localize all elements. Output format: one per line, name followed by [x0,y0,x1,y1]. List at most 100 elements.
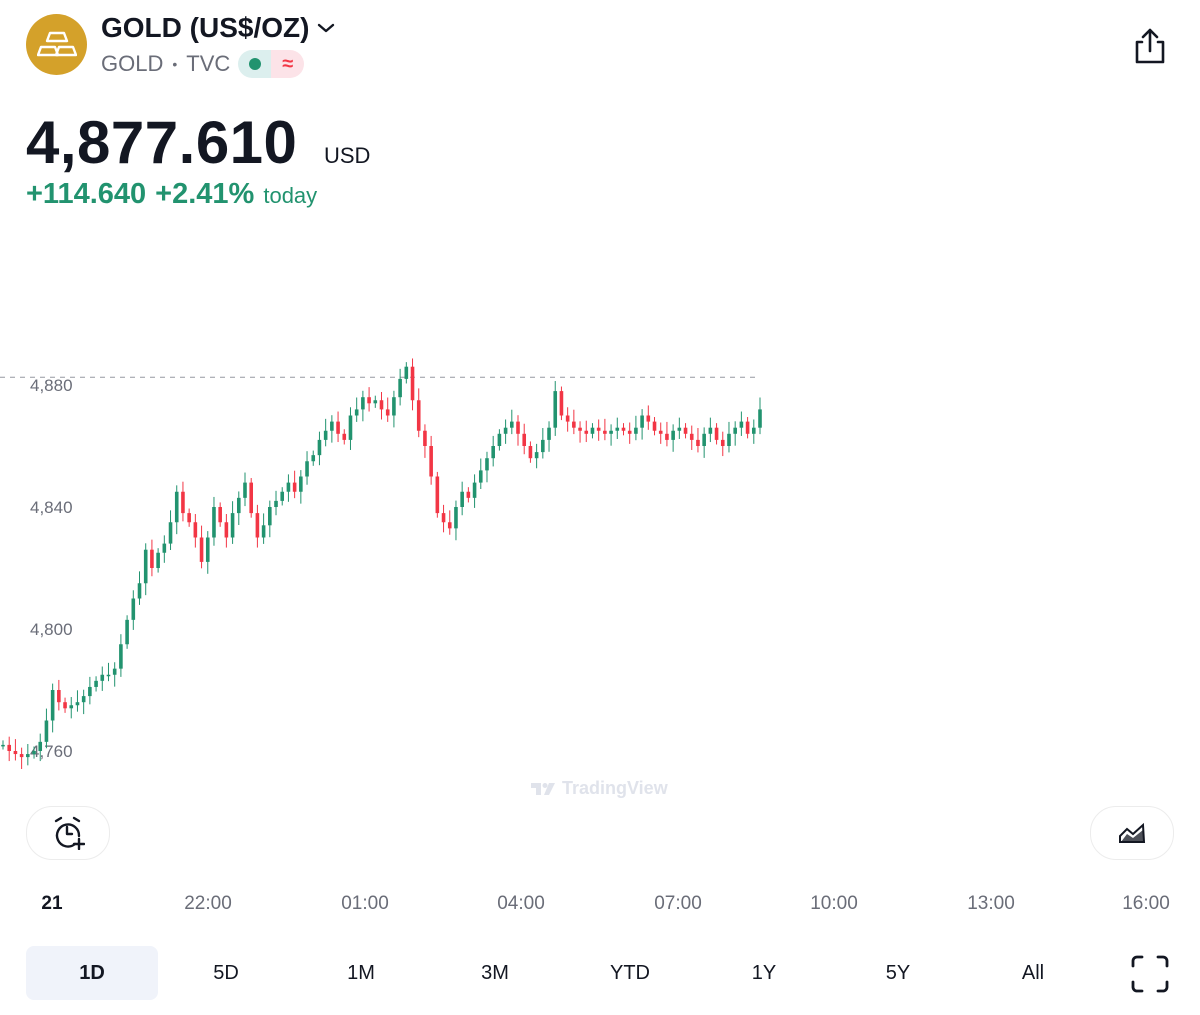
candle-body [609,430,613,434]
candle-body [44,720,49,742]
candle-body [181,491,185,514]
candle-body [13,751,18,755]
status-dot-icon [248,58,261,70]
time-tick-label: 16:00 [1122,893,1170,914]
candle-body [652,421,657,431]
candle-body [466,491,471,498]
range-1m-button[interactable]: 1M [347,961,375,984]
candle-body [596,427,601,431]
last-price: 4,877.610 [26,109,298,176]
candle-body [435,476,440,514]
candle-body [696,439,700,446]
candle-body [299,476,303,492]
tradingview-logo-icon [531,782,555,795]
candle-body [26,754,30,758]
candle-body [714,427,719,440]
range-ytd-button[interactable]: YTD [610,961,650,984]
candle-body [280,491,285,501]
range-selector: 1D 5D 1M 3M YTD 1Y 5Y All [26,946,1136,1000]
candle-body [646,415,651,422]
candle-body [385,409,390,416]
candle-body [373,400,378,404]
candle-body [708,427,713,434]
range-5d-button[interactable]: 5D [213,961,239,984]
candle-body [472,482,477,498]
candle-body [416,400,421,431]
candle-body [392,397,396,416]
candle-body [578,427,582,431]
candle-body [534,452,539,459]
candle-body [565,415,570,422]
exchange-label: TVC [186,51,231,76]
candle-body [88,686,92,697]
candle-body [323,430,328,440]
gold-logo [26,14,87,75]
tradingview-watermark: TradingView [530,778,668,799]
separator-dot: • [172,56,178,72]
candle-body [745,421,750,434]
candle-body [348,415,353,440]
share-button[interactable] [1128,24,1172,68]
candle-body [516,421,520,434]
share-icon [1135,28,1165,64]
chart-type-button[interactable] [1090,806,1174,860]
candle-body [330,421,334,431]
symbol-title-button[interactable]: GOLD (US$/OZ) [101,12,335,44]
y-tick-label: 4,760 [30,742,73,761]
candle-body [398,378,402,398]
candlestick-chart[interactable]: 4,760 4,800 4,840 4,880 [0,340,1200,780]
candle-body [212,507,216,538]
y-tick-label: 4,840 [30,498,73,517]
candle-body [640,415,644,428]
change-period-label: today [263,183,318,208]
candle-body [634,427,638,434]
time-tick-label: 13:00 [967,893,1015,914]
candle-body [199,537,204,562]
range-1y-button[interactable]: 1Y [751,961,777,984]
candle-body [336,421,340,434]
area-chart-icon [1119,822,1146,843]
candle-body [94,680,98,687]
candle-body [75,702,80,706]
candle-body [572,421,576,428]
candle-body [261,525,266,538]
candle-body [187,513,191,523]
candle-body [361,397,365,410]
range-5y-button[interactable]: 5Y [885,961,911,984]
candle-body [63,702,67,709]
gold-bars-icon [36,31,77,56]
candle-body [236,497,241,514]
candle-body [38,741,43,751]
candle-body [522,433,527,446]
candle-body [528,446,533,459]
candle-body [689,433,694,440]
candle-body [702,433,706,446]
candle-body [590,427,595,434]
chevron-down-icon [318,23,335,33]
candle-body [423,430,427,446]
candle-body [106,674,111,677]
fullscreen-button[interactable] [1128,952,1172,996]
price-change-row: +114.640 +2.41% today [26,178,326,211]
candle-body [162,543,167,553]
candle-body [125,619,129,645]
range-1d-button[interactable]: 1D [26,946,158,1000]
candle-body [57,690,61,703]
fullscreen-icon [1131,955,1169,993]
candle-body [751,427,756,434]
candle-body [727,433,731,446]
add-alert-button[interactable] [26,806,110,860]
candle-body [193,522,198,538]
candle-body [268,507,272,526]
market-status-pill[interactable]: ≈ [238,50,305,78]
candle-body [627,430,632,434]
candle-body [143,549,148,584]
symbol-subtitle: GOLD • TVC ≈ [101,49,305,79]
candle-body [131,598,136,620]
time-tick-label: 07:00 [654,893,702,914]
candle-body [739,421,744,428]
range-3m-button[interactable]: 3M [481,961,509,984]
range-all-button[interactable]: All [1021,961,1045,984]
candle-body [671,430,675,440]
candle-body [379,400,384,410]
